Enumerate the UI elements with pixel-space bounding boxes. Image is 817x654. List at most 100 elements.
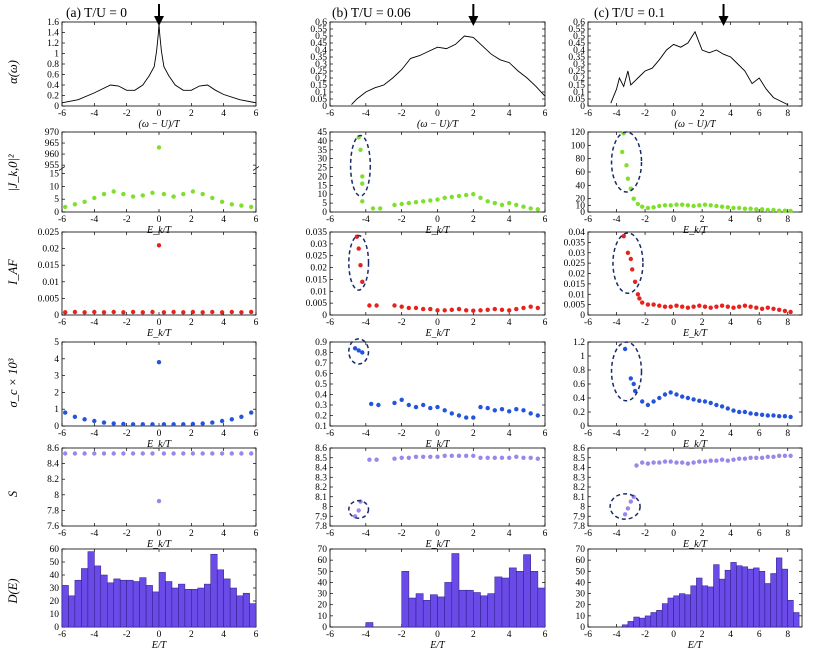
data-point <box>685 461 691 466</box>
histogram-bar <box>516 571 524 628</box>
data-point <box>754 411 759 417</box>
data-point <box>708 305 713 310</box>
x-tick-label: 4 <box>221 318 226 328</box>
cluster-point <box>632 388 638 394</box>
y-tick-label: 30 <box>318 590 328 600</box>
x-tick-label: 4 <box>728 529 733 539</box>
cluster-point <box>352 346 358 351</box>
x-tick-label: 0 <box>671 215 676 225</box>
data-point <box>777 453 782 458</box>
data-point <box>662 304 668 309</box>
histogram-bar <box>178 583 186 628</box>
x-tick-label: -4 <box>613 529 621 539</box>
x-tick-label: -6 <box>584 109 592 119</box>
y-tick-label: 0.4 <box>573 394 585 404</box>
data-point <box>249 410 254 415</box>
x-tick-label: 8 <box>785 215 790 225</box>
y-tick-label: 8.2 <box>315 483 327 493</box>
x-tick-label: 6 <box>543 630 548 640</box>
data-point <box>485 199 490 204</box>
data-point <box>210 195 215 201</box>
data-point <box>200 421 205 426</box>
x-tick-label: -6 <box>58 630 66 640</box>
y-tick-label: 0.55 <box>310 25 327 35</box>
y-tick-label: 0.015 <box>564 280 586 290</box>
data-point <box>464 192 469 198</box>
y-tick-label: 50 <box>318 567 328 577</box>
data-point <box>657 395 662 401</box>
histogram-bar <box>781 568 788 628</box>
x-tick-label: -2 <box>641 529 649 539</box>
panel-b-0: -6 -4 -2 0 2 4 600.050.10.150.20.250.30.350.40… <box>310 4 548 130</box>
data-point <box>442 453 447 458</box>
data-point <box>485 405 490 411</box>
data-point <box>645 461 651 466</box>
data-point <box>92 309 97 315</box>
row-ylabel-0: α(ω) <box>6 60 20 84</box>
x-tick-label: -2 <box>123 109 131 119</box>
data-point <box>428 454 433 459</box>
y-tick-label: 30 <box>318 155 328 165</box>
y-tick-label: 0 <box>580 208 585 218</box>
data-point <box>771 306 776 311</box>
data-point <box>731 457 736 462</box>
x-tick-label: -6 <box>58 429 66 439</box>
x-tick-label: 2 <box>700 318 705 328</box>
data-point <box>657 203 662 209</box>
x-tick-label: 8 <box>785 630 790 640</box>
y-tick-label: 0.03 <box>568 249 585 259</box>
histogram-bar <box>719 578 726 628</box>
data-point <box>442 408 447 413</box>
plot-frame <box>61 21 257 107</box>
data-point <box>485 455 490 460</box>
x-axis-label: E_k/T <box>146 439 172 450</box>
x-tick-label: 4 <box>728 630 733 640</box>
data-point <box>521 455 526 460</box>
data-point <box>449 307 454 312</box>
histogram-bar <box>408 597 417 628</box>
x-axis-label: (ω − U)/T <box>417 119 459 130</box>
data-point <box>171 451 176 456</box>
x-tick-label: 6 <box>543 215 548 225</box>
y-tick-label: 10 <box>576 612 586 622</box>
cluster-point <box>360 181 365 186</box>
data-point <box>435 454 440 459</box>
data-point <box>771 454 776 459</box>
data-point <box>72 309 78 315</box>
y-tick-label: 0 <box>580 102 585 112</box>
data-point <box>101 420 107 425</box>
data-point <box>742 456 748 461</box>
y-tick-label: 0.8 <box>315 349 327 359</box>
y-tick-label: 25 <box>318 164 328 174</box>
x-tick-label: 4 <box>728 109 733 119</box>
x-tick-label: -6 <box>58 318 66 328</box>
y-tick-label: 20 <box>576 601 586 611</box>
data-point <box>249 309 254 315</box>
x-tick-label: 0 <box>157 109 162 119</box>
x-tick-label: 4 <box>728 318 733 328</box>
data-point <box>471 192 476 197</box>
data-point <box>150 190 155 195</box>
x-tick-label: 4 <box>221 215 226 225</box>
data-point <box>651 302 656 307</box>
y-tick-label: 7.8 <box>47 506 59 516</box>
data-point <box>754 207 759 212</box>
data-point <box>702 399 708 404</box>
data-point <box>406 305 411 311</box>
y-tick-label: 0.35 <box>568 53 585 63</box>
y-tick-label: 0.04 <box>568 228 585 238</box>
y-tick-label: 0 <box>54 102 59 112</box>
data-point <box>62 204 68 210</box>
data-point <box>657 303 662 308</box>
y-tick-label: 40 <box>576 181 586 191</box>
data-point <box>731 205 736 211</box>
y-tick-label: 1 <box>54 405 59 415</box>
data-point <box>708 400 713 406</box>
x-tick-label: 4 <box>728 429 733 439</box>
x-tick-label: -2 <box>123 429 131 439</box>
data-point <box>521 204 526 209</box>
cluster-point <box>625 250 631 255</box>
y-tick-label: 0.45 <box>310 39 327 49</box>
